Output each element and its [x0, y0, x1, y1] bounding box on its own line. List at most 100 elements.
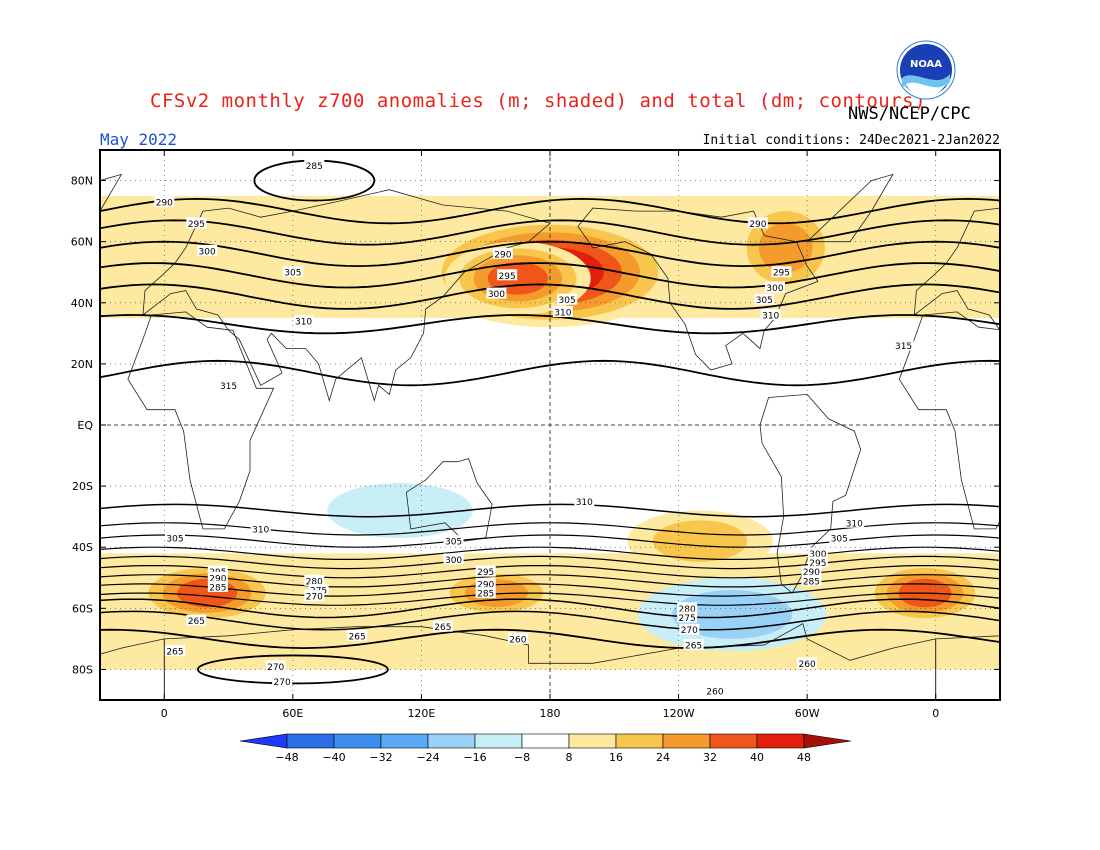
lat-tick-label: 40N	[71, 297, 93, 310]
contour-label: 280	[306, 577, 323, 587]
lat-tick-label: 80S	[72, 663, 93, 676]
colorbar: −48 −40 −32 −24 −16 −8 8 16 24 32 40 48	[239, 733, 852, 764]
contour-label-bg	[486, 287, 507, 299]
grid-lines	[100, 150, 1000, 700]
lat-tick-label: 20N	[71, 358, 93, 371]
contour-label-bg	[443, 553, 464, 565]
contour-label: 305	[559, 296, 576, 306]
coastline-shape	[759, 393, 862, 594]
colorbar-label: −16	[463, 751, 486, 764]
contour-label: 310	[762, 312, 779, 322]
contour-label-bg	[282, 266, 303, 278]
contour-label: 295	[773, 269, 790, 279]
lon-tick-label: 60W	[795, 707, 820, 720]
contour-label-bg	[801, 574, 822, 586]
coastline-shape	[577, 207, 819, 371]
contour-label-bg	[154, 195, 175, 207]
contour-label-bg	[475, 577, 496, 589]
contour-label: 295	[188, 220, 205, 230]
contour-label-bg	[557, 293, 578, 305]
contour-label: 270	[267, 663, 284, 673]
colorbar-swatch	[521, 733, 570, 749]
contour-label: 295	[499, 272, 516, 282]
axis-labels: 80N 60N 40N 20N EQ 20S 40S 60S 80S 0 60E 120E 180 120…	[71, 150, 1000, 720]
anomaly-blob	[327, 483, 473, 539]
contour-label-bg	[207, 580, 228, 592]
contour-label: 290	[477, 580, 494, 590]
figure-title: CFSv2 monthly z700 anomalies (m; shaded)…	[150, 90, 927, 112]
contour-label: 305	[831, 535, 848, 545]
contour-label: 300	[766, 284, 783, 294]
contour-label: 295	[809, 559, 826, 569]
contour-label: 260	[706, 687, 723, 697]
contour-label: 300	[199, 247, 216, 257]
contour-label: 310	[846, 519, 863, 529]
contour-label: 315	[895, 342, 912, 352]
colorbar-swatch	[380, 733, 429, 749]
contour-label-bg	[165, 645, 185, 657]
contour-label-bg	[218, 379, 239, 391]
colorbar-label: 32	[703, 751, 717, 764]
coastline-shape	[898, 311, 1000, 530]
contour-label: 310	[554, 308, 571, 318]
initial-conditions-label: Initial conditions: 24Dec2021-2Jan2022	[702, 133, 1000, 148]
contour-label: 290	[749, 220, 766, 230]
contour-label: 290	[803, 568, 820, 578]
colorbar-swatch	[662, 733, 711, 749]
colorbar-label: 8	[566, 751, 573, 764]
contour-label-bg	[760, 309, 781, 320]
contour-label-bg	[186, 217, 207, 229]
contour-label-bg	[272, 675, 293, 687]
lat-tick-label: 20S	[72, 480, 93, 493]
contour-label: 305	[166, 535, 183, 545]
contour-label-bg	[250, 522, 271, 534]
lon-tick-label: 60E	[282, 707, 303, 720]
colorbar-swatch	[709, 733, 758, 749]
contour-label: 310	[576, 498, 593, 508]
contour-label-bg	[304, 159, 325, 171]
contour-label-bg	[207, 565, 228, 577]
lon-tick-label: 120E	[407, 707, 435, 720]
contour-label: 275	[679, 614, 696, 624]
colorbar-swatch	[333, 733, 382, 749]
contour-label-bg	[492, 247, 513, 259]
contour-label-bg	[304, 590, 325, 602]
contour-label: 315	[220, 382, 237, 392]
contour-line	[100, 359, 1000, 387]
contour-label-bg	[747, 217, 768, 229]
contour-label: 280	[679, 605, 696, 615]
contour-label: 285	[209, 583, 226, 593]
coastline-shape	[0, 208, 46, 370]
colorbar-label: 24	[656, 751, 670, 764]
colorbar-label: −32	[369, 751, 392, 764]
contour-label-bg	[293, 315, 314, 327]
contour-label: 285	[306, 162, 323, 172]
contour-label: 265	[434, 623, 451, 633]
contour-label-bg	[265, 660, 286, 672]
contour-label-bg	[677, 602, 698, 614]
contour-label-bg	[443, 535, 464, 547]
month-label: May 2022	[100, 130, 178, 149]
contour-label-bg	[475, 587, 496, 599]
contour-label-bg	[771, 266, 792, 278]
contour-label-bg	[797, 657, 818, 669]
lat-tick-label: 80N	[71, 175, 93, 188]
lon-tick-label: 0	[161, 707, 168, 720]
lat-tick-label: 60N	[71, 236, 93, 249]
contour-label: 260	[799, 660, 816, 670]
contour-label: 265	[685, 642, 702, 652]
logo-text: NOAA	[910, 59, 942, 70]
contour-label-bg	[893, 339, 914, 351]
contour-label-bg	[683, 639, 704, 650]
coastline-shape	[0, 394, 89, 593]
anomaly-blob	[652, 520, 748, 562]
lat-tick-label: 40S	[72, 541, 93, 554]
contour-label-bg	[308, 584, 329, 595]
contour-label-bg	[507, 632, 528, 644]
contour-label: 265	[188, 617, 205, 627]
agency-label: NWS/NCEP/CPC	[848, 104, 971, 124]
colorbar-swatch	[756, 733, 805, 749]
contour-label-bg	[807, 547, 828, 559]
contour-label: 290	[494, 250, 511, 260]
